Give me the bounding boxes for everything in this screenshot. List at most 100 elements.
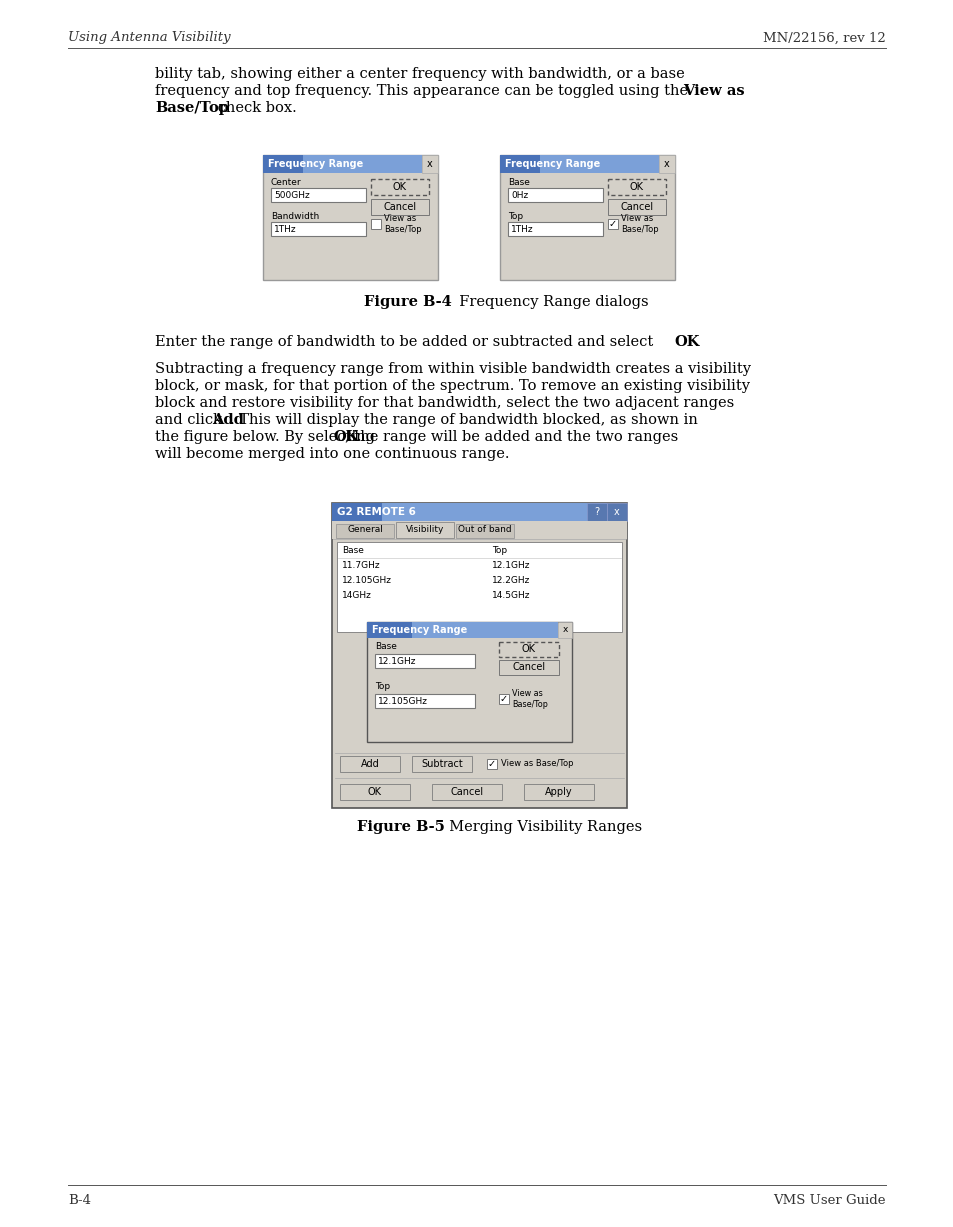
Text: View as
Base/Top: View as Base/Top: [384, 215, 421, 233]
Text: x: x: [561, 626, 567, 634]
Bar: [558, 622, 572, 638]
Text: General: General: [347, 525, 382, 535]
Text: the figure below. By selecting: the figure below. By selecting: [154, 429, 379, 444]
Text: G2 REMOTE 6: G2 REMOTE 6: [336, 507, 416, 517]
Bar: [335, 524, 394, 537]
Bar: [367, 622, 558, 638]
Bar: [339, 784, 410, 800]
Bar: [486, 760, 497, 769]
Bar: [332, 503, 606, 521]
Text: Base/Top: Base/Top: [154, 101, 229, 115]
Bar: [263, 155, 421, 173]
Bar: [498, 694, 509, 704]
Text: OK: OK: [393, 182, 407, 191]
Text: Figure B-5: Figure B-5: [356, 820, 444, 834]
Text: Bandwidth: Bandwidth: [271, 212, 319, 221]
Text: ✓: ✓: [608, 218, 617, 229]
Text: .: .: [695, 335, 699, 348]
Text: OK: OK: [629, 182, 643, 191]
Bar: [375, 694, 475, 708]
Bar: [271, 222, 366, 236]
Text: Center: Center: [271, 178, 301, 187]
Text: MN/22156, rev 12: MN/22156, rev 12: [762, 32, 885, 44]
Bar: [498, 642, 558, 656]
Text: OK: OK: [673, 335, 699, 348]
Text: Out of band: Out of band: [457, 525, 511, 535]
Text: and click: and click: [154, 413, 227, 427]
Text: Enter the range of bandwidth to be added or subtracted and select: Enter the range of bandwidth to be added…: [154, 335, 658, 348]
Bar: [507, 222, 602, 236]
Text: OK: OK: [368, 787, 381, 798]
Text: 500GHz: 500GHz: [274, 190, 310, 200]
Bar: [263, 155, 303, 173]
Text: Base: Base: [341, 546, 363, 555]
Text: 12.105GHz: 12.105GHz: [341, 575, 392, 585]
Text: block and restore visibility for that bandwidth, select the two adjacent ranges: block and restore visibility for that ba…: [154, 396, 734, 410]
Text: block, or mask, for that portion of the spectrum. To remove an existing visibili: block, or mask, for that portion of the …: [154, 379, 749, 393]
Text: 12.1GHz: 12.1GHz: [377, 656, 416, 665]
Text: Cancel: Cancel: [450, 787, 483, 798]
Text: Apply: Apply: [544, 787, 572, 798]
Text: 1THz: 1THz: [511, 225, 533, 233]
Text: View as: View as: [682, 83, 744, 98]
Bar: [395, 521, 454, 537]
Text: ✓: ✓: [487, 760, 496, 769]
Text: OK: OK: [521, 644, 536, 654]
Text: VMS User Guide: VMS User Guide: [773, 1194, 885, 1206]
Text: ?: ?: [594, 507, 598, 517]
Text: B-4: B-4: [68, 1194, 91, 1206]
Text: OK: OK: [333, 429, 358, 444]
Text: . This will display the range of bandwidth blocked, as shown in: . This will display the range of bandwid…: [230, 413, 697, 427]
Text: Cancel: Cancel: [619, 202, 653, 212]
Bar: [371, 218, 380, 229]
Text: 12.1GHz: 12.1GHz: [492, 561, 530, 571]
Text: 1THz: 1THz: [274, 225, 296, 233]
Text: , the range will be added and the two ranges: , the range will be added and the two ra…: [344, 429, 678, 444]
Text: x: x: [614, 507, 619, 517]
Text: Merging Visibility Ranges: Merging Visibility Ranges: [439, 820, 641, 834]
Bar: [499, 155, 675, 280]
Bar: [263, 155, 437, 280]
Text: x: x: [663, 160, 669, 169]
Text: ✓: ✓: [499, 694, 508, 704]
Text: Top: Top: [375, 682, 390, 691]
Bar: [586, 503, 606, 521]
Bar: [332, 521, 626, 539]
Text: check box.: check box.: [213, 101, 296, 115]
Text: 14.5GHz: 14.5GHz: [492, 591, 530, 600]
Text: 14GHz: 14GHz: [341, 591, 372, 600]
Text: 0Hz: 0Hz: [511, 190, 528, 200]
Bar: [421, 155, 437, 173]
Text: Visibility: Visibility: [405, 525, 444, 535]
Text: bility tab, showing either a center frequency with bandwidth, or a base: bility tab, showing either a center freq…: [154, 67, 684, 81]
Bar: [332, 503, 381, 521]
Text: 12.105GHz: 12.105GHz: [377, 697, 428, 706]
Bar: [371, 179, 429, 195]
Bar: [271, 188, 366, 202]
Bar: [456, 524, 514, 537]
Text: Using Antenna Visibility: Using Antenna Visibility: [68, 32, 231, 44]
Bar: [375, 654, 475, 667]
Text: Add: Add: [360, 760, 379, 769]
Bar: [607, 199, 665, 215]
Bar: [412, 756, 472, 772]
Text: x: x: [427, 160, 433, 169]
Text: Base: Base: [375, 642, 396, 652]
Text: Frequency Range: Frequency Range: [504, 160, 599, 169]
Text: Frequency Range dialogs: Frequency Range dialogs: [450, 294, 648, 309]
Text: Base: Base: [507, 178, 529, 187]
Bar: [607, 179, 665, 195]
Bar: [607, 218, 618, 229]
Text: View as
Base/Top: View as Base/Top: [512, 690, 547, 709]
Bar: [339, 756, 399, 772]
Text: 11.7GHz: 11.7GHz: [341, 561, 380, 571]
Text: Cancel: Cancel: [383, 202, 416, 212]
Bar: [606, 503, 626, 521]
Text: Subtract: Subtract: [420, 760, 462, 769]
Bar: [507, 188, 602, 202]
Text: 12.2GHz: 12.2GHz: [492, 575, 530, 585]
Text: View as Base/Top: View as Base/Top: [500, 760, 573, 768]
Bar: [332, 503, 626, 809]
Text: View as
Base/Top: View as Base/Top: [620, 215, 658, 233]
Text: Figure B-4: Figure B-4: [364, 294, 452, 309]
